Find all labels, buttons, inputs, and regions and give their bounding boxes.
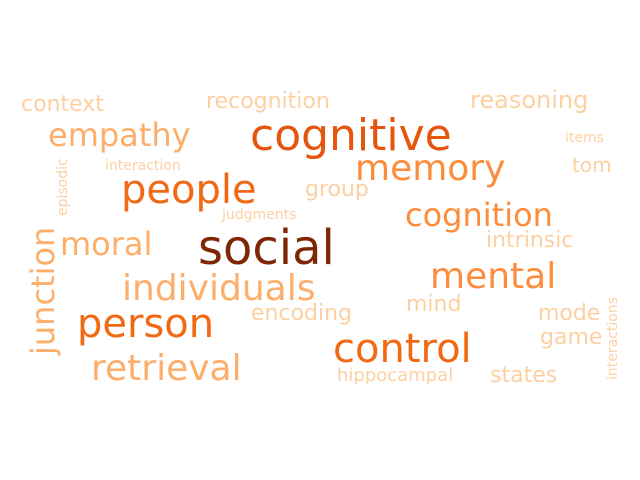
word-mode: mode (538, 301, 600, 326)
word-mind: mind (406, 292, 461, 317)
word-moral: moral (60, 225, 152, 263)
word-encoding: encoding (251, 301, 352, 326)
word-recognition: recognition (206, 89, 330, 114)
word-individuals: individuals (122, 268, 315, 309)
word-cognition: cognition (405, 196, 553, 234)
word-people: people (121, 167, 257, 213)
word-episodic: episodic (55, 158, 71, 216)
word-tom: tom (572, 153, 612, 177)
word-control: control (333, 326, 472, 372)
word-interactions: interactions (605, 297, 621, 380)
word-game: game (540, 325, 602, 350)
word-items: items (565, 130, 604, 146)
word-empathy: empathy (48, 116, 191, 154)
word-judgments: judgments (221, 207, 296, 223)
word-cognitive: cognitive (250, 110, 452, 161)
word-social: social (198, 220, 335, 276)
word-person: person (77, 301, 214, 347)
word-intrinsic: intrinsic (486, 228, 573, 253)
word-retrieval: retrieval (91, 348, 242, 389)
word-memory: memory (355, 148, 505, 189)
word-group: group (305, 177, 369, 202)
word-interaction: interaction (105, 158, 181, 174)
word-context: context (21, 92, 104, 117)
word-hippocampal: hippocampal (337, 365, 453, 386)
word-states: states (490, 363, 557, 388)
word-reasoning: reasoning (470, 86, 588, 114)
word-junction: junction (24, 227, 62, 356)
word-mental: mental (430, 256, 556, 297)
